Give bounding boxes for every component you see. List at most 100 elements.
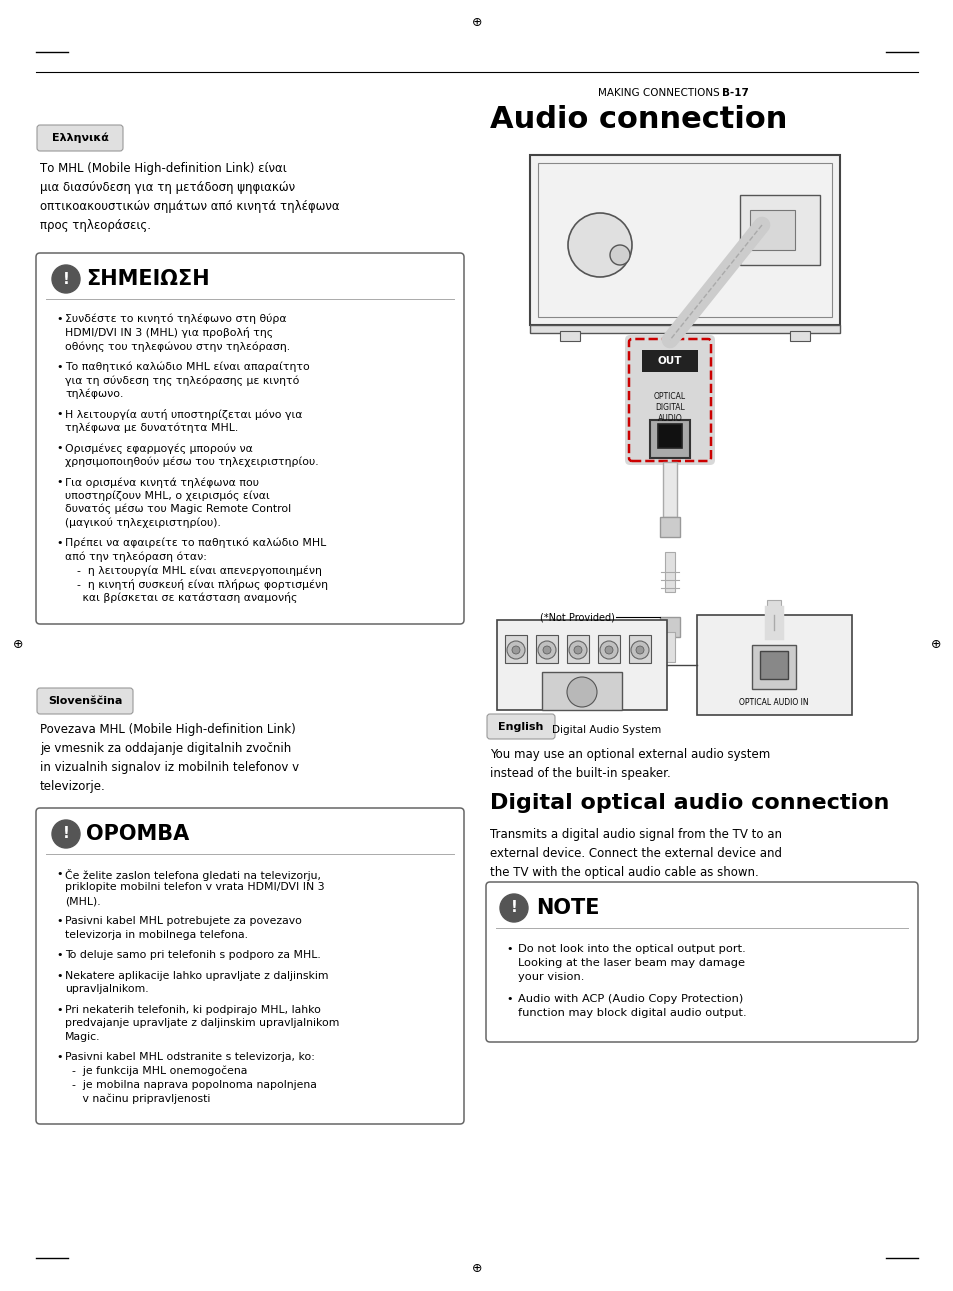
Bar <box>740 195 820 265</box>
Text: v načinu pripravljenosti: v načinu pripravljenosti <box>65 1093 211 1104</box>
Text: •: • <box>505 994 512 1004</box>
FancyBboxPatch shape <box>530 155 840 325</box>
Text: •: • <box>56 443 63 453</box>
Bar <box>628 635 650 664</box>
Text: (μαγικού τηλεχειριστηρίου).: (μαγικού τηλεχειριστηρίου). <box>65 518 221 528</box>
Text: Pasivni kabel MHL potrebujete za povezavo: Pasivni kabel MHL potrebujete za povezav… <box>65 917 301 927</box>
Bar <box>530 325 840 333</box>
Circle shape <box>566 676 597 707</box>
Circle shape <box>567 213 631 278</box>
Text: Pri nekaterih telefonih, ki podpirajo MHL, lahko: Pri nekaterih telefonih, ki podpirajo MH… <box>65 1004 320 1015</box>
Circle shape <box>574 646 581 655</box>
Bar <box>497 620 666 710</box>
Text: Η λειτουργία αυτή υποστηρίζεται μόνο για: Η λειτουργία αυτή υποστηρίζεται μόνο για <box>65 409 302 420</box>
Text: !: ! <box>510 901 517 915</box>
Text: •: • <box>56 361 63 372</box>
Text: και βρίσκεται σε κατάσταση αναμονής: και βρίσκεται σε κατάσταση αναμονής <box>65 593 297 603</box>
Text: •: • <box>56 476 63 487</box>
Circle shape <box>499 893 527 922</box>
Text: (MHL).: (MHL). <box>65 896 100 906</box>
Text: function may block digital audio output.: function may block digital audio output. <box>517 1008 746 1019</box>
Bar <box>662 462 677 516</box>
Circle shape <box>537 642 556 658</box>
Bar <box>766 600 781 620</box>
Text: •: • <box>56 950 63 961</box>
Circle shape <box>599 642 618 658</box>
Text: HDMI/DVI IN 3 (MHL) για προβολή της: HDMI/DVI IN 3 (MHL) για προβολή της <box>65 328 273 338</box>
Text: English: English <box>497 722 543 732</box>
Circle shape <box>52 820 80 848</box>
Text: You may use an optional external audio system
instead of the built-in speaker.: You may use an optional external audio s… <box>490 747 769 780</box>
FancyBboxPatch shape <box>36 253 463 624</box>
Bar <box>697 615 851 715</box>
Text: Magic.: Magic. <box>65 1032 100 1042</box>
Text: •: • <box>56 1004 63 1015</box>
Text: Συνδέστε το κινητό τηλέφωνο στη θύρα: Συνδέστε το κινητό τηλέφωνο στη θύρα <box>65 314 286 324</box>
Text: OPTICAL AUDIO IN: OPTICAL AUDIO IN <box>739 698 808 707</box>
Text: (*Not Provided): (*Not Provided) <box>539 612 615 622</box>
Text: -  je mobilna naprava popolnoma napolnjena: - je mobilna naprava popolnoma napolnjen… <box>65 1079 316 1090</box>
Circle shape <box>512 646 519 655</box>
Bar <box>749 210 794 250</box>
Bar <box>658 423 681 448</box>
Text: -  η κινητή συσκευή είναι πλήρως φορτισμένη: - η κινητή συσκευή είναι πλήρως φορτισμέ… <box>70 578 328 590</box>
Text: •: • <box>56 538 63 547</box>
Circle shape <box>609 245 629 265</box>
Bar <box>659 516 679 537</box>
Text: δυνατός μέσω του Magic Remote Control: δυνατός μέσω του Magic Remote Control <box>65 503 291 515</box>
Text: Το MHL (Mobile High-definition Link) είναι
μια διασύνδεση για τη μετάδοση ψηφιακ: Το MHL (Mobile High-definition Link) είν… <box>40 161 339 232</box>
Text: OUT: OUT <box>657 356 681 367</box>
Bar <box>504 635 526 664</box>
Text: Για ορισμένα κινητά τηλέφωνα που: Για ορισμένα κινητά τηλέφωνα που <box>65 476 258 488</box>
Bar <box>641 350 698 372</box>
Text: Πρέπει να αφαιρείτε το παθητικό καλώδιο MHL: Πρέπει να αφαιρείτε το παθητικό καλώδιο … <box>65 538 326 549</box>
Text: Nekatere aplikacije lahko upravljate z daljinskim: Nekatere aplikacije lahko upravljate z d… <box>65 971 328 981</box>
Text: χρησιμοποιηθούν μέσω του τηλεχειριστηρίου.: χρησιμοποιηθούν μέσω του τηλεχειριστηρίο… <box>65 457 318 467</box>
Bar <box>598 635 619 664</box>
Text: •: • <box>56 409 63 420</box>
Text: Digital Audio System: Digital Audio System <box>552 726 660 735</box>
FancyBboxPatch shape <box>486 714 555 738</box>
Bar <box>541 673 621 710</box>
Text: predvajanje upravljate z daljinskim upravljalnikom: predvajanje upravljate z daljinskim upra… <box>65 1019 339 1029</box>
Bar <box>664 553 675 593</box>
Text: Digital optical audio connection: Digital optical audio connection <box>490 793 888 813</box>
Circle shape <box>52 265 80 293</box>
Bar <box>751 646 795 689</box>
Text: televizorja in mobilnega telefona.: televizorja in mobilnega telefona. <box>65 930 248 940</box>
Text: ΣΗΜΕΙΩΣΗ: ΣΗΜΕΙΩΣΗ <box>86 269 210 289</box>
Text: •: • <box>56 971 63 981</box>
Text: Slovenščina: Slovenščina <box>48 696 122 706</box>
Circle shape <box>542 646 551 655</box>
Text: Audio with ACP (Audio Copy Protection): Audio with ACP (Audio Copy Protection) <box>517 994 742 1004</box>
Bar <box>559 330 579 341</box>
Text: •: • <box>56 314 63 324</box>
FancyBboxPatch shape <box>37 125 123 151</box>
Text: ⊕: ⊕ <box>471 15 482 28</box>
Text: ⊕: ⊕ <box>471 1261 482 1274</box>
Text: upravljalnikom.: upravljalnikom. <box>65 985 149 994</box>
Text: Do not look into the optical output port.: Do not look into the optical output port… <box>517 944 745 954</box>
Text: •: • <box>56 869 63 879</box>
Text: OPOMBA: OPOMBA <box>86 824 189 844</box>
FancyBboxPatch shape <box>624 334 714 465</box>
Bar <box>649 420 689 458</box>
Text: Transmits a digital audio signal from the TV to an
external device. Connect the : Transmits a digital audio signal from th… <box>490 828 781 879</box>
Text: your vision.: your vision. <box>517 972 584 982</box>
Text: Pasivni kabel MHL odstranite s televizorja, ko:: Pasivni kabel MHL odstranite s televizor… <box>65 1052 314 1062</box>
Text: Če želite zaslon telefona gledati na televizorju,: Če želite zaslon telefona gledati na tel… <box>65 869 320 880</box>
FancyBboxPatch shape <box>36 808 463 1124</box>
Text: ⊕: ⊕ <box>12 639 23 652</box>
Text: •: • <box>505 944 512 954</box>
Text: Ορισμένες εφαρμογές μπορούν να: Ορισμένες εφαρμογές μπορούν να <box>65 443 253 453</box>
FancyBboxPatch shape <box>485 882 917 1042</box>
Text: B-17: B-17 <box>721 88 748 98</box>
Bar <box>536 635 558 664</box>
Text: Ελληνικά: Ελληνικά <box>51 133 109 143</box>
Text: -  je funkcija MHL onemogočena: - je funkcija MHL onemogočena <box>65 1066 247 1077</box>
Text: οθόνης του τηλεφώνου στην τηλεόραση.: οθόνης του τηλεφώνου στην τηλεόραση. <box>65 341 290 351</box>
Text: Audio connection: Audio connection <box>490 105 786 134</box>
Bar <box>664 633 675 662</box>
Text: για τη σύνδεση της τηλεόρασης με κινητό: για τη σύνδεση της τηλεόρασης με κινητό <box>65 374 299 386</box>
Circle shape <box>568 642 586 658</box>
